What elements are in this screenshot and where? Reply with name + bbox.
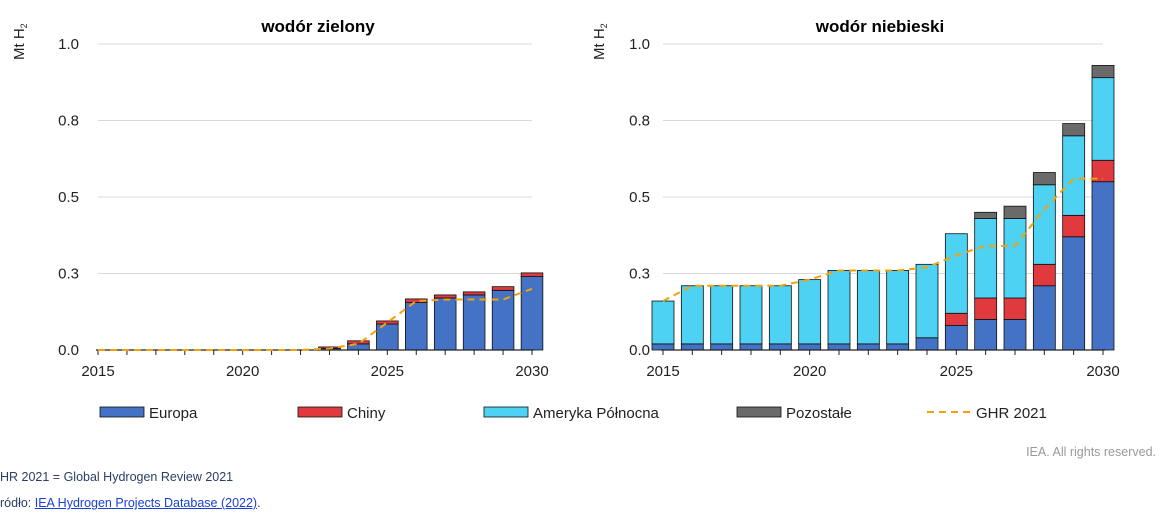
- bar-chiny: [376, 320, 399, 325]
- bar-ameryka: [827, 270, 851, 345]
- bar-ameryka: [768, 285, 792, 345]
- legend-label: GHR 2021: [976, 405, 1047, 422]
- bar-europa: [1032, 285, 1056, 351]
- bar-europa: [680, 343, 704, 351]
- legend-label: Pozostałe: [786, 405, 852, 422]
- y-tick-label: 0.0: [58, 342, 79, 359]
- bar-chiny: [491, 286, 515, 291]
- legend-label: Chiny: [347, 405, 386, 422]
- bar-ameryka: [1003, 218, 1027, 299]
- source-prefix: ródło:: [0, 496, 35, 510]
- bar-pozostale: [974, 211, 998, 219]
- bar-ameryka: [710, 285, 734, 345]
- bar-pozostale: [1062, 123, 1086, 137]
- bar-chiny: [944, 312, 968, 326]
- bar-europa: [433, 297, 457, 351]
- x-tick-label: 2030: [515, 363, 548, 380]
- y-axis-label: Mt H2: [591, 23, 609, 60]
- bar-europa: [520, 276, 544, 351]
- bar-europa: [886, 343, 910, 351]
- bar-europa: [974, 318, 998, 351]
- bar-pozostale: [1003, 205, 1027, 219]
- bar-europa: [739, 343, 763, 351]
- x-tick-label: 2020: [226, 363, 259, 380]
- y-tick-label: 0.8: [629, 113, 650, 130]
- bar-ameryka: [944, 233, 968, 314]
- bar-europa: [376, 323, 399, 351]
- bar-ameryka: [1032, 184, 1056, 265]
- y-tick-label: 0.5: [629, 189, 650, 206]
- source-suffix: .: [257, 496, 261, 510]
- bar-ameryka: [886, 270, 910, 345]
- y-tick-label: 1.0: [629, 36, 650, 53]
- chart-title: wodór zielony: [260, 17, 375, 36]
- bar-europa: [944, 325, 968, 351]
- source-line: ródło: IEA Hydrogen Projects Database (2…: [0, 496, 261, 510]
- bar-ameryka: [1091, 77, 1115, 161]
- bar-europa: [651, 343, 675, 351]
- x-tick-label: 2025: [371, 363, 404, 380]
- bar-europa: [915, 337, 939, 351]
- bar-chiny: [974, 297, 998, 320]
- bar-ameryka: [680, 285, 704, 345]
- bar-chiny: [1003, 297, 1027, 320]
- bar-europa: [856, 343, 880, 351]
- x-tick-label: 2030: [1086, 363, 1119, 380]
- footnote: HR 2021 = Global Hydrogen Review 2021: [0, 470, 234, 484]
- legend-label: Ameryka Północna: [533, 405, 660, 422]
- y-tick-label: 1.0: [58, 36, 79, 53]
- y-axis-label: Mt H2: [11, 23, 29, 60]
- bar-chiny: [405, 298, 428, 303]
- bar-chiny: [347, 340, 370, 345]
- source-link[interactable]: IEA Hydrogen Projects Database (2022): [34, 496, 258, 510]
- bar-europa: [768, 343, 792, 351]
- legend-swatch-europa: [99, 406, 145, 418]
- bar-chiny: [1062, 214, 1086, 238]
- bar-europa: [1091, 181, 1115, 351]
- y-tick-label: 0.5: [58, 189, 79, 206]
- chart-panel-2: wodór niebieski Mt H2 0.0 0.3 0.5 0.8 1.0 2015 2…: [591, 17, 1120, 380]
- legend-swatch-pozostale: [736, 406, 782, 418]
- y-tick-label: 0.3: [629, 266, 650, 283]
- bar-chiny: [462, 291, 486, 296]
- bar-pozostale: [1091, 65, 1115, 79]
- x-tick-label: 2020: [793, 363, 826, 380]
- bar-chiny: [1032, 263, 1056, 287]
- legend-swatch-chiny: [297, 406, 343, 418]
- y-tick-label: 0.3: [58, 266, 79, 283]
- rights-notice: IEA. All rights reserved.: [1026, 445, 1156, 459]
- legend: Europa Chiny Ameryka Północna Pozostałe GHR …: [99, 405, 1047, 422]
- bar-ameryka: [974, 218, 998, 299]
- bar-ameryka: [856, 270, 880, 345]
- bar-ameryka: [915, 263, 939, 339]
- bar-chiny: [520, 272, 544, 277]
- bar-ameryka: [651, 300, 675, 345]
- bar-pozostale: [1032, 172, 1056, 186]
- y-tick-label: 0.0: [629, 342, 650, 359]
- bar-europa: [1003, 318, 1027, 351]
- ghr-2021-line: [662, 177, 1103, 302]
- bar-europa: [827, 343, 851, 351]
- bar-europa: [798, 343, 822, 351]
- bar-chiny: [433, 294, 457, 299]
- bar-europa: [1062, 236, 1086, 351]
- x-tick-label: 2015: [81, 363, 114, 380]
- chart-panel-1: wodór zielony Mt H2 0.0 0.3 0.5 0.8 1.0 2015 202…: [11, 17, 549, 380]
- y-tick-label: 0.8: [58, 113, 79, 130]
- chart-title: wodór niebieski: [815, 17, 944, 36]
- bar-ameryka: [739, 285, 763, 345]
- bar-europa: [405, 302, 428, 351]
- legend-label: Europa: [149, 405, 198, 422]
- ghr-2021-line: [98, 287, 533, 351]
- x-tick-label: 2015: [646, 363, 679, 380]
- bar-europa: [710, 343, 734, 351]
- x-tick-label: 2025: [940, 363, 973, 380]
- legend-swatch-ameryka: [483, 406, 529, 418]
- bar-europa: [462, 294, 486, 351]
- bar-ameryka: [798, 279, 822, 345]
- bar-ameryka: [1062, 135, 1086, 216]
